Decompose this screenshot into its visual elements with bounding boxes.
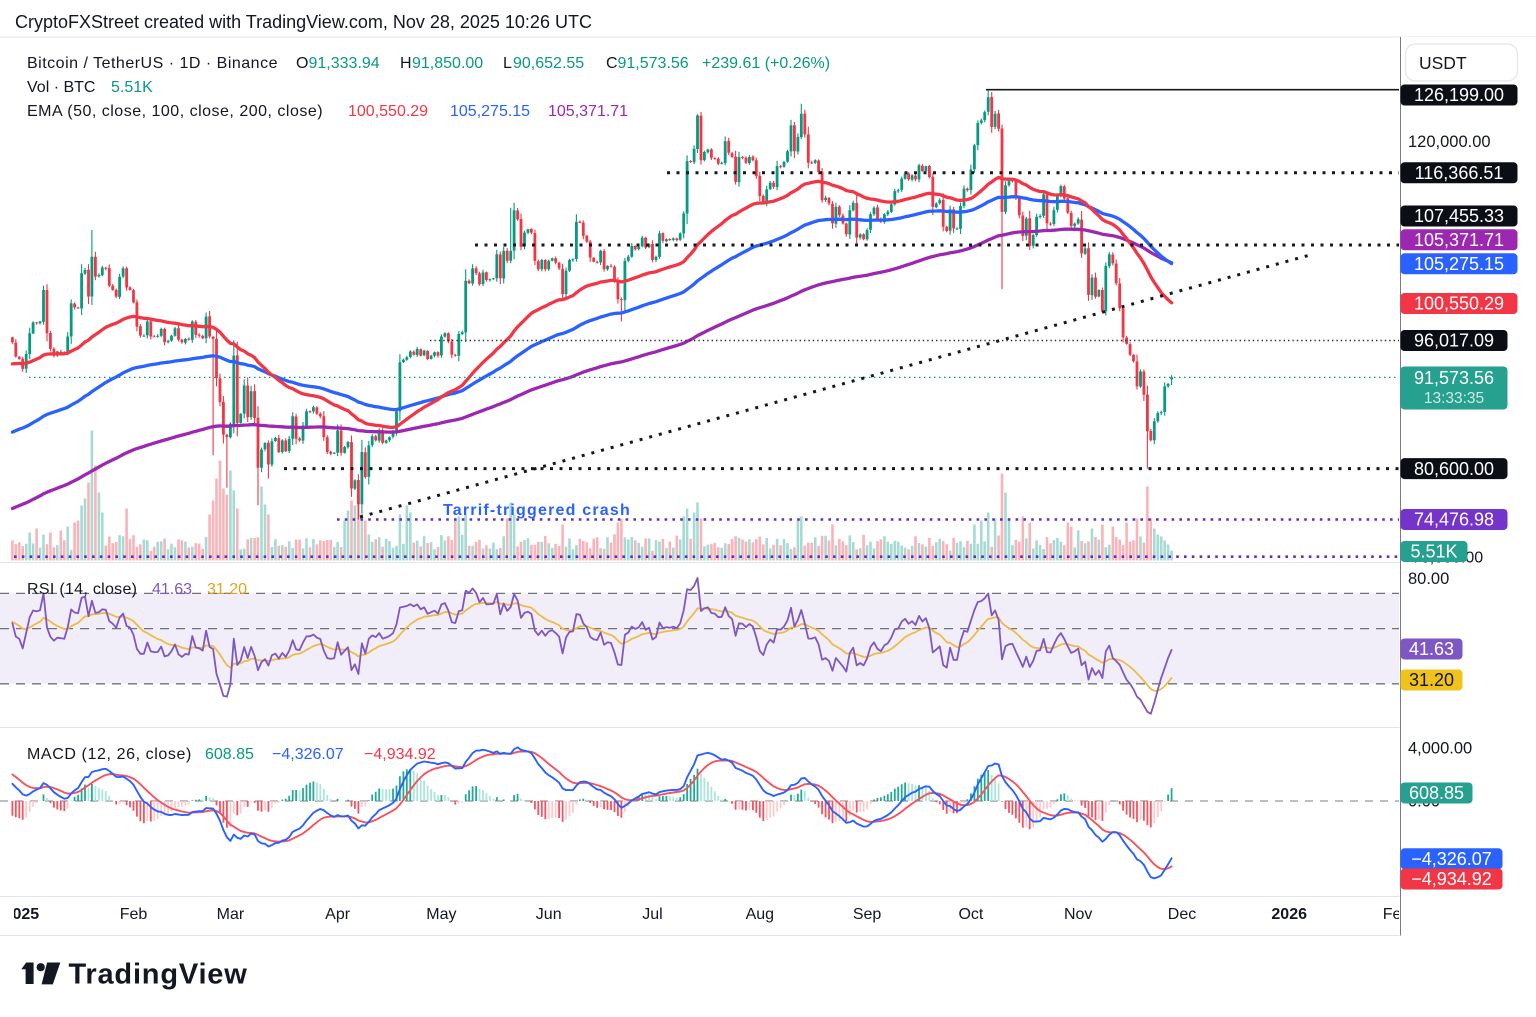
svg-text:107,455.33: 107,455.33: [1414, 206, 1504, 226]
svg-text:120,000.00: 120,000.00: [1408, 133, 1491, 151]
svg-text:5.51K: 5.51K: [1410, 542, 1457, 562]
svg-text:Bitcoin / TetherUS · 1D · Bina: Bitcoin / TetherUS · 1D · Binance: [27, 55, 278, 72]
svg-text:−4,326.07: −4,326.07: [1411, 849, 1492, 869]
svg-text:105,275.15: 105,275.15: [1414, 254, 1504, 274]
svg-text:105,371.71: 105,371.71: [548, 103, 628, 120]
svg-text:91,573.56: 91,573.56: [1414, 368, 1494, 388]
svg-text:C: C: [606, 55, 618, 72]
svg-text:+239.61 (+0.26%): +239.61 (+0.26%): [702, 55, 830, 72]
svg-text:31.20: 31.20: [207, 581, 247, 598]
svg-text:−4,326.07: −4,326.07: [272, 746, 344, 763]
svg-text:MACD (12, 26, close): MACD (12, 26, close): [27, 746, 192, 763]
svg-text:91,573.56: 91,573.56: [618, 55, 689, 72]
svg-text:96,017.09: 96,017.09: [1414, 331, 1494, 351]
svg-text:RSI (14, close): RSI (14, close): [27, 581, 137, 598]
svg-text:O: O: [296, 55, 308, 72]
svg-text:608.85: 608.85: [205, 746, 254, 763]
svg-text:31.20: 31.20: [1409, 670, 1454, 690]
svg-text:74,476.98: 74,476.98: [1414, 510, 1494, 530]
svg-text:Aug: Aug: [746, 906, 774, 923]
svg-text:105,275.15: 105,275.15: [450, 103, 530, 120]
svg-text:116,366.51: 116,366.51: [1415, 163, 1504, 183]
svg-text:2026: 2026: [1271, 906, 1307, 923]
svg-text:105,371.71: 105,371.71: [1414, 230, 1504, 250]
svg-text:L: L: [503, 55, 512, 72]
svg-text:−4,934.92: −4,934.92: [1411, 869, 1492, 889]
svg-text:May: May: [426, 906, 456, 923]
svg-text:90,652.55: 90,652.55: [513, 55, 584, 72]
svg-text:4,000.00: 4,000.00: [1408, 740, 1472, 758]
svg-text:Tarrif-triggered crash: Tarrif-triggered crash: [443, 502, 631, 519]
svg-text:41.63: 41.63: [1409, 639, 1454, 659]
svg-text:100,550.29: 100,550.29: [348, 103, 428, 120]
svg-text:91,333.94: 91,333.94: [309, 55, 380, 72]
svg-text:608.85: 608.85: [1409, 783, 1464, 803]
svg-text:EMA (50, close, 100, close, 20: EMA (50, close, 100, close, 200, close): [27, 103, 323, 120]
svg-text:Apr: Apr: [325, 906, 351, 923]
svg-text:13:33:35: 13:33:35: [1424, 390, 1484, 407]
svg-text:Feb: Feb: [120, 906, 148, 923]
svg-text:USDT: USDT: [1419, 53, 1467, 73]
svg-text:41.63: 41.63: [152, 581, 192, 598]
svg-text:TradingView: TradingView: [69, 959, 248, 991]
svg-text:H: H: [400, 55, 412, 72]
svg-text:Mar: Mar: [217, 906, 245, 923]
svg-text:−4,934.92: −4,934.92: [364, 746, 436, 763]
svg-text:2025: 2025: [4, 906, 40, 923]
svg-text:Dec: Dec: [1168, 906, 1196, 923]
svg-text:80.00: 80.00: [1408, 570, 1449, 588]
svg-text:Oct: Oct: [958, 906, 983, 923]
svg-text:80,600.00: 80,600.00: [1414, 459, 1494, 479]
svg-text:Jun: Jun: [536, 906, 562, 923]
svg-text:CryptoFXStreet created with Tr: CryptoFXStreet created with TradingView.…: [15, 12, 592, 32]
svg-text:Nov: Nov: [1064, 906, 1092, 923]
svg-text:91,850.00: 91,850.00: [412, 55, 483, 72]
svg-text:126,199.00: 126,199.00: [1414, 85, 1504, 105]
svg-text:Jul: Jul: [642, 906, 662, 923]
svg-text:Feb: Feb: [1383, 906, 1411, 923]
svg-text:Vol · BTC: Vol · BTC: [27, 79, 95, 96]
svg-text:5.51K: 5.51K: [111, 79, 153, 96]
svg-text:100,550.29: 100,550.29: [1414, 294, 1504, 314]
svg-text:Sep: Sep: [853, 906, 882, 923]
